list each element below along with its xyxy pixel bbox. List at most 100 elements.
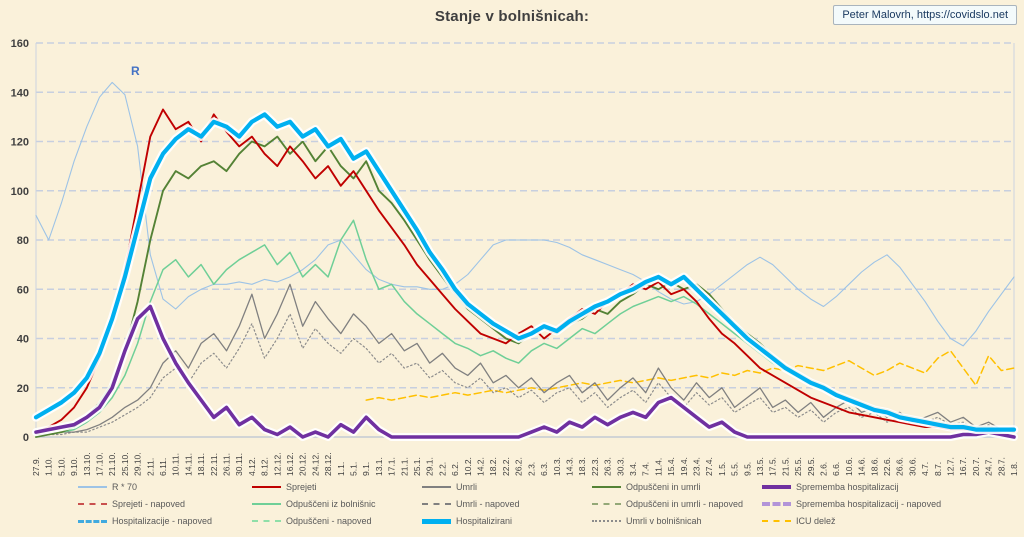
legend-label: Odpuščeni in umrli - napoved <box>626 499 744 509</box>
y-axis-tick-label: 140 <box>11 87 29 99</box>
legend-label: Odpuščeni - napoved <box>286 516 372 526</box>
legend-swatch-line <box>762 485 791 489</box>
legend-item-sprememba-hospitalizacij: Sprememba hospitalizacij <box>762 481 1002 493</box>
legend-item-hospitalizacije-napoved: Hospitalizacije - napoved <box>78 515 252 527</box>
x-axis-tick-label: 30.11. <box>234 453 244 476</box>
x-axis-tick-label: 6.6. <box>831 462 841 476</box>
legend-label: Sprejeti <box>286 482 317 492</box>
x-axis-tick-label: 28.7. <box>996 457 1006 476</box>
legend-item-sprejeti: Sprejeti <box>252 481 422 493</box>
x-axis-tick-label: 24.12. <box>310 452 320 476</box>
x-axis-tick-label: 4.12. <box>247 457 257 476</box>
x-axis-tick-label: 14.6. <box>857 457 867 476</box>
legend-label: Hospitalizacije - napoved <box>112 516 213 526</box>
x-axis-tick-label: 29.5. <box>806 457 816 476</box>
x-axis-tick-label: 10.6. <box>844 457 854 476</box>
legend-label: Umrli v bolnišnicah <box>626 516 702 526</box>
y-axis-tick-label: 160 <box>11 38 29 50</box>
x-axis-tick-label: 6.2. <box>450 462 460 476</box>
legend-item-odpu-eni-in-umrli: Odpuščeni in umrli <box>592 481 762 493</box>
series-line-sprejeti <box>35 108 1015 434</box>
legend-swatch-line <box>422 486 451 488</box>
x-axis-tick-label: 25.1. <box>412 457 422 476</box>
x-axis-tick-label: 9.5. <box>742 462 752 476</box>
x-axis-tick-label: 17.1. <box>387 457 397 476</box>
legend-label: Sprejeti - napoved <box>112 499 186 509</box>
x-axis-tick-label: 26.2. <box>514 457 524 476</box>
legend-label: ICU delež <box>796 516 836 526</box>
x-axis-tick-label: 25.5. <box>793 457 803 476</box>
x-axis-tick-label: 14.11. <box>183 453 193 476</box>
x-axis-tick-label: 3.4. <box>628 462 638 476</box>
legend-item-sprejeti-napoved: Sprejeti - napoved <box>78 498 252 510</box>
x-axis-tick-label: 9.10. <box>69 457 79 476</box>
x-axis-tick-label: 13.1. <box>374 457 384 476</box>
x-axis-tick-label: 2.6. <box>818 462 828 476</box>
x-axis-tick-label: 18.11. <box>196 453 206 476</box>
legend-item-icu-dele: ICU delež <box>762 515 1002 527</box>
x-axis-tick-label: 12.7. <box>945 457 955 476</box>
x-axis-tick-label: 9.1. <box>361 462 371 476</box>
x-axis-tick-label: 26.11. <box>222 453 232 476</box>
page-title: Stanje v bolnišnicah: <box>434 8 590 25</box>
legend-label: Odpuščeni iz bolnišnic <box>286 499 376 509</box>
legend-swatch-line <box>422 518 451 524</box>
legend-swatch-line <box>78 519 107 523</box>
x-axis-tick-label: 18.6. <box>869 457 879 476</box>
legend-item-umrli-v-bolni-nicah: Umrli v bolnišnicah <box>592 515 762 527</box>
x-axis-tick-label: 22.2. <box>501 457 511 476</box>
legend-swatch-line <box>252 520 281 522</box>
legend-item-odpu-eni-in-umrli-napoved: Odpuščeni in umrli - napoved <box>592 498 762 510</box>
x-axis-tick-label: 27.4. <box>704 457 714 476</box>
x-axis-tick-label: 7.4. <box>641 462 651 476</box>
x-axis-tick-label: 19.4. <box>679 457 689 476</box>
x-axis-tick-label: 5.5. <box>730 462 740 476</box>
y-axis-tick-label: 100 <box>11 186 29 198</box>
x-axis-tick-label: 27.9. <box>31 457 41 476</box>
x-axis-tick-label: 18.3. <box>577 457 587 476</box>
x-axis-tick-label: 10.2. <box>463 457 473 476</box>
x-axis-tick-label: 10.11. <box>171 453 181 476</box>
legend-swatch-line <box>762 502 791 506</box>
legend-item-hospitalizirani: Hospitalizirani <box>422 515 592 527</box>
attribution-badge: Peter Malovrh, https://covidslo.net <box>833 5 1017 25</box>
legend-swatch-line <box>252 486 281 488</box>
x-axis-tick-label: 18.2. <box>488 457 498 476</box>
x-axis-tick-label: 1.10. <box>44 457 54 476</box>
x-axis-tick-label: 6.11. <box>158 458 168 476</box>
x-axis-tick-label: 1.1. <box>336 462 346 476</box>
x-axis-tick-label: 17.10. <box>95 452 105 476</box>
legend-item-umrli-napoved: Umrli - napoved <box>422 498 592 510</box>
legend-swatch-line <box>762 520 791 522</box>
x-axis-tick-label: 22.11. <box>209 453 219 476</box>
x-axis-tick-label: 8.12. <box>260 457 270 476</box>
x-axis-tick-label: 6.3. <box>539 462 549 476</box>
legend-label: Umrli - napoved <box>456 499 520 509</box>
x-axis-tick-label: 22.3. <box>590 457 600 476</box>
legend-label: Umrli <box>456 482 477 492</box>
legend-swatch-line <box>78 486 107 488</box>
x-axis-tick-label: 21.10. <box>107 452 117 476</box>
legend-swatch-line <box>592 486 621 488</box>
legend-swatch-line <box>78 503 107 505</box>
legend-swatch-line <box>422 503 451 505</box>
legend-swatch-line <box>252 503 281 505</box>
x-axis-tick-label: 20.7. <box>971 457 981 476</box>
x-axis-tick-label: 2.11. <box>145 458 155 476</box>
legend-label: Odpuščeni in umrli <box>626 482 701 492</box>
x-axis-tick-label: 5.1. <box>349 462 359 476</box>
series-line-r-70 <box>35 81 1015 347</box>
y-axis-tick-label: 0 <box>23 432 29 444</box>
x-axis-tick-label: 14.3. <box>564 457 574 476</box>
y-axis-tick-label: 80 <box>17 235 29 247</box>
legend-label: R * 70 <box>112 482 138 492</box>
x-axis-tick-label: 1.8. <box>1009 462 1019 476</box>
series-line-sprememba-hospitalizacij <box>34 304 1016 439</box>
legend-label: Sprememba hospitalizacij - napoved <box>796 499 942 509</box>
legend-label: Hospitalizirani <box>456 516 513 526</box>
r-curve-label: R <box>131 64 140 78</box>
series-line-hospitalizirani <box>33 112 1017 432</box>
x-axis-tick-label: 11.4. <box>653 458 663 476</box>
x-axis-tick-label: 15.4. <box>666 457 676 476</box>
x-axis-tick-label: 16.12. <box>285 452 295 476</box>
